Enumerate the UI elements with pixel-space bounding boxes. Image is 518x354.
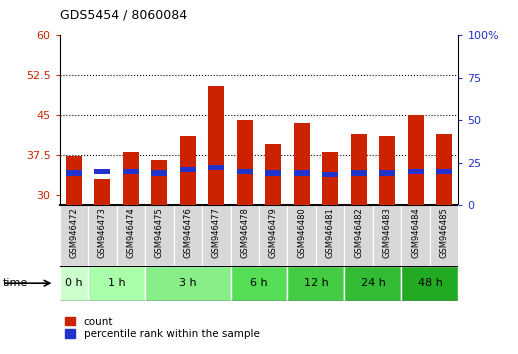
Bar	[208, 86, 224, 205]
Text: GDS5454 / 8060084: GDS5454 / 8060084	[60, 8, 186, 21]
Text: GSM946482: GSM946482	[354, 207, 363, 258]
Text: GSM946474: GSM946474	[126, 207, 135, 258]
Bar	[294, 123, 310, 205]
Bar	[174, 205, 202, 266]
Text: GSM946477: GSM946477	[212, 207, 221, 258]
Bar	[123, 152, 139, 205]
Bar	[344, 266, 401, 301]
Bar	[436, 133, 452, 205]
Bar	[322, 152, 338, 205]
Bar	[123, 169, 139, 174]
Bar	[351, 133, 367, 205]
Bar	[202, 205, 231, 266]
Text: 12 h: 12 h	[304, 278, 328, 288]
Text: GSM946484: GSM946484	[411, 207, 420, 258]
Bar	[231, 205, 259, 266]
Text: GSM946483: GSM946483	[383, 207, 392, 258]
Bar	[151, 160, 167, 205]
Bar	[231, 266, 287, 301]
Bar	[287, 266, 344, 301]
Bar	[351, 171, 367, 176]
Text: GSM946476: GSM946476	[183, 207, 192, 258]
Text: 3 h: 3 h	[179, 278, 197, 288]
Bar	[180, 136, 196, 205]
Bar	[408, 169, 424, 174]
Text: 6 h: 6 h	[250, 278, 268, 288]
Bar	[259, 205, 287, 266]
Text: GSM946475: GSM946475	[155, 207, 164, 258]
Bar	[88, 205, 117, 266]
Text: 1 h: 1 h	[108, 278, 125, 288]
Text: GSM946480: GSM946480	[297, 207, 306, 258]
Bar	[66, 156, 82, 205]
Bar	[287, 205, 316, 266]
Bar	[60, 266, 88, 301]
Bar	[401, 205, 430, 266]
Bar	[265, 144, 281, 205]
Bar	[373, 205, 401, 266]
Bar	[94, 169, 110, 174]
Text: GSM946478: GSM946478	[240, 207, 249, 258]
Bar	[294, 171, 310, 176]
Text: GSM946479: GSM946479	[269, 207, 278, 258]
Bar	[316, 205, 344, 266]
Bar	[265, 171, 281, 176]
Text: 0 h: 0 h	[65, 278, 83, 288]
Text: GSM946472: GSM946472	[69, 207, 78, 258]
Bar	[151, 171, 167, 176]
Bar	[117, 205, 145, 266]
Text: 24 h: 24 h	[361, 278, 385, 288]
Bar	[145, 266, 231, 301]
Bar	[94, 179, 110, 205]
Bar	[408, 115, 424, 205]
Bar	[180, 167, 196, 172]
Bar	[379, 136, 395, 205]
Bar	[379, 171, 395, 176]
Bar	[60, 205, 88, 266]
Text: GSM946473: GSM946473	[98, 207, 107, 258]
Bar	[237, 120, 253, 205]
Bar	[430, 205, 458, 266]
Bar	[208, 165, 224, 171]
Bar	[88, 266, 145, 301]
Bar	[66, 171, 82, 176]
Bar	[344, 205, 373, 266]
Bar	[237, 169, 253, 174]
Text: 48 h: 48 h	[418, 278, 442, 288]
Text: GSM946485: GSM946485	[440, 207, 449, 258]
Text: GSM946481: GSM946481	[326, 207, 335, 258]
Bar	[401, 266, 458, 301]
Bar	[436, 169, 452, 174]
Bar	[322, 172, 338, 177]
Bar	[145, 205, 174, 266]
Text: time: time	[3, 278, 28, 288]
Legend: count, percentile rank within the sample: count, percentile rank within the sample	[65, 317, 260, 339]
